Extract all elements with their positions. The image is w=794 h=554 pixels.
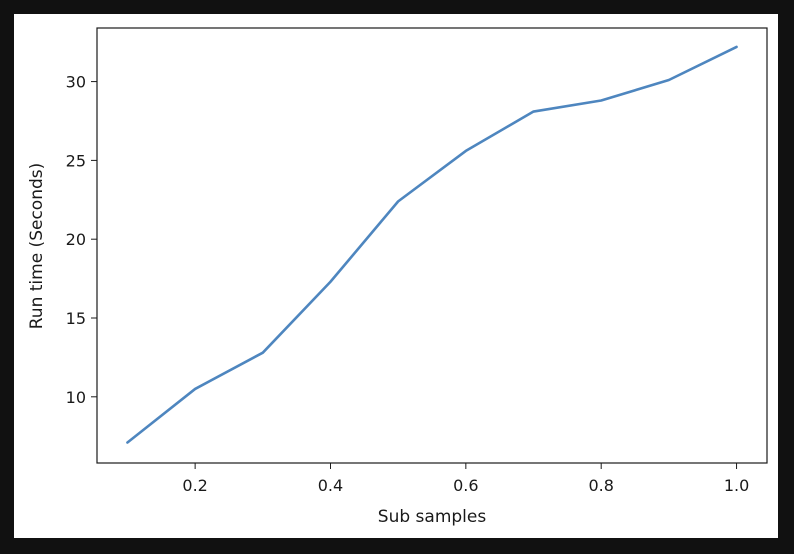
y-axis: 10 15 20 25 30 — [66, 73, 97, 407]
x-tick-label: 0.2 — [182, 476, 207, 495]
x-axis-label: Sub samples — [378, 507, 487, 527]
x-tick-label: 0.4 — [318, 476, 343, 495]
x-axis: 0.2 0.4 0.6 0.8 1.0 — [182, 463, 749, 495]
y-axis-label: Run time (Seconds) — [27, 163, 47, 330]
y-tick-label: 20 — [66, 230, 86, 249]
x-tick-label: 0.6 — [453, 476, 478, 495]
series-layer — [126, 45, 738, 444]
plot-area — [96, 27, 768, 464]
y-tick-label: 15 — [66, 309, 86, 328]
x-tick-label: 1.0 — [724, 476, 749, 495]
y-tick-label: 10 — [66, 388, 86, 407]
x-tick-label: 0.8 — [588, 476, 613, 495]
y-tick-label: 25 — [66, 151, 86, 170]
y-tick-label: 30 — [66, 73, 86, 92]
series-line — [126, 45, 738, 444]
